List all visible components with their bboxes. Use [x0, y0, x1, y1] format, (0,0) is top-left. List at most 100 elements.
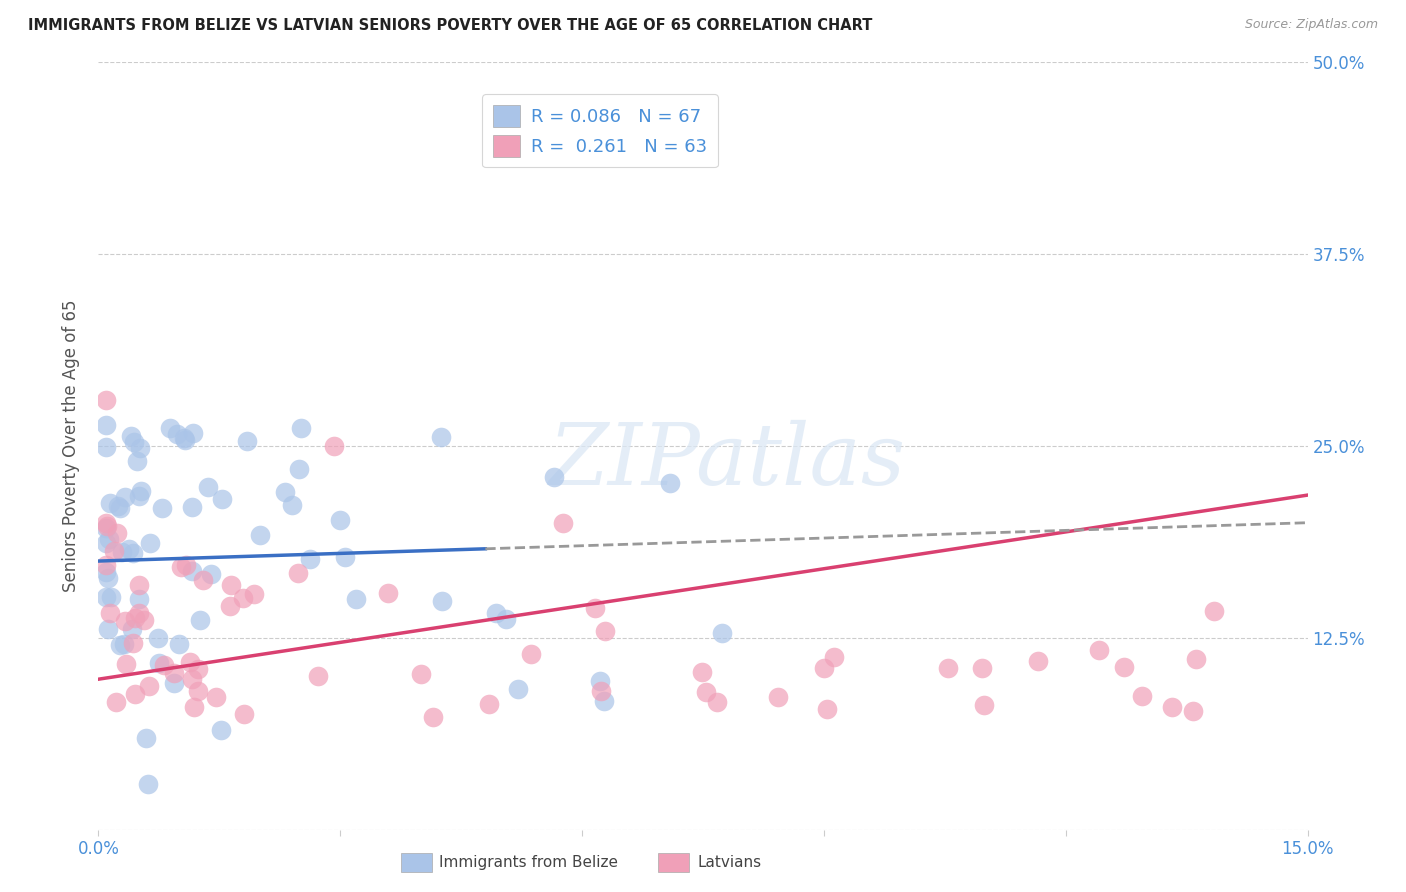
Point	[273, 485, 295, 500]
Point	[430, 429, 453, 443]
Point	[180, 672, 202, 686]
Point	[128, 591, 150, 606]
Point	[124, 611, 146, 625]
Point	[1112, 660, 1135, 674]
Point	[936, 661, 959, 675]
Point	[589, 683, 612, 698]
Point	[377, 586, 399, 600]
Point	[478, 697, 501, 711]
Point	[105, 695, 128, 709]
Point	[98, 496, 121, 510]
Point	[166, 426, 188, 441]
Point	[209, 723, 232, 737]
Point	[129, 484, 152, 499]
Point	[973, 698, 995, 712]
Point	[138, 679, 160, 693]
Point	[122, 434, 145, 449]
Point	[329, 513, 352, 527]
Point	[121, 636, 143, 650]
Point	[183, 699, 205, 714]
Point	[495, 612, 517, 626]
Point	[124, 687, 146, 701]
Point	[96, 516, 118, 530]
Point	[96, 565, 118, 579]
Point	[139, 536, 162, 550]
Point	[96, 392, 118, 407]
Point	[288, 462, 311, 476]
Point	[96, 558, 118, 572]
Point	[148, 632, 170, 646]
Point	[159, 420, 181, 434]
Point	[122, 546, 145, 560]
Point	[232, 591, 254, 606]
Point	[181, 425, 204, 440]
Point	[128, 578, 150, 592]
Point	[181, 500, 204, 515]
Point	[148, 657, 170, 671]
Point	[163, 676, 186, 690]
Point	[150, 501, 173, 516]
Point	[187, 684, 209, 698]
Point	[281, 498, 304, 512]
Point	[346, 591, 368, 606]
Point	[593, 694, 616, 708]
Point	[128, 489, 150, 503]
Point	[187, 662, 209, 676]
Point	[96, 521, 118, 535]
Text: ZIPatlas: ZIPatlas	[548, 420, 905, 503]
Point	[98, 606, 121, 620]
Point	[114, 657, 136, 671]
Y-axis label: Seniors Poverty Over the Age of 65: Seniors Poverty Over the Age of 65	[62, 300, 80, 592]
Point	[96, 418, 118, 433]
Point	[520, 647, 543, 661]
Point	[114, 614, 136, 628]
Point	[1182, 704, 1205, 718]
Point	[485, 606, 508, 620]
Point	[96, 591, 118, 605]
Legend: R = 0.086   N = 67, R =  0.261   N = 63: R = 0.086 N = 67, R = 0.261 N = 63	[482, 95, 718, 168]
Point	[117, 541, 139, 556]
Point	[593, 624, 616, 638]
Point	[768, 690, 790, 705]
Point	[219, 578, 242, 592]
Point	[176, 558, 198, 572]
Point	[96, 440, 118, 454]
Point	[543, 469, 565, 483]
Point	[127, 454, 149, 468]
Point	[583, 601, 606, 615]
Point	[290, 421, 312, 435]
Point	[96, 519, 118, 533]
Point	[96, 536, 118, 550]
Point	[659, 476, 682, 491]
Point	[815, 702, 838, 716]
Point	[553, 516, 575, 530]
Point	[695, 684, 717, 698]
Text: IMMIGRANTS FROM BELIZE VS LATVIAN SENIORS POVERTY OVER THE AGE OF 65 CORRELATION: IMMIGRANTS FROM BELIZE VS LATVIAN SENIOR…	[28, 18, 873, 33]
Point	[112, 637, 135, 651]
Point	[333, 549, 356, 564]
Point	[710, 626, 733, 640]
Point	[136, 776, 159, 790]
Point	[249, 528, 271, 542]
Point	[706, 695, 728, 709]
Point	[236, 434, 259, 448]
Point	[108, 501, 131, 516]
Point	[1184, 652, 1206, 666]
Text: Latvians: Latvians	[697, 855, 762, 870]
Point	[114, 491, 136, 505]
Point	[100, 590, 122, 604]
Point	[205, 690, 228, 704]
Point	[191, 573, 214, 587]
Point	[411, 666, 433, 681]
Point	[690, 665, 713, 679]
Point	[173, 431, 195, 445]
Point	[218, 599, 240, 613]
Point	[188, 613, 211, 627]
Point	[128, 607, 150, 621]
Point	[98, 533, 121, 547]
Point	[163, 665, 186, 680]
Point	[813, 661, 835, 675]
Point	[430, 593, 453, 607]
Point	[243, 586, 266, 600]
Point	[211, 491, 233, 506]
